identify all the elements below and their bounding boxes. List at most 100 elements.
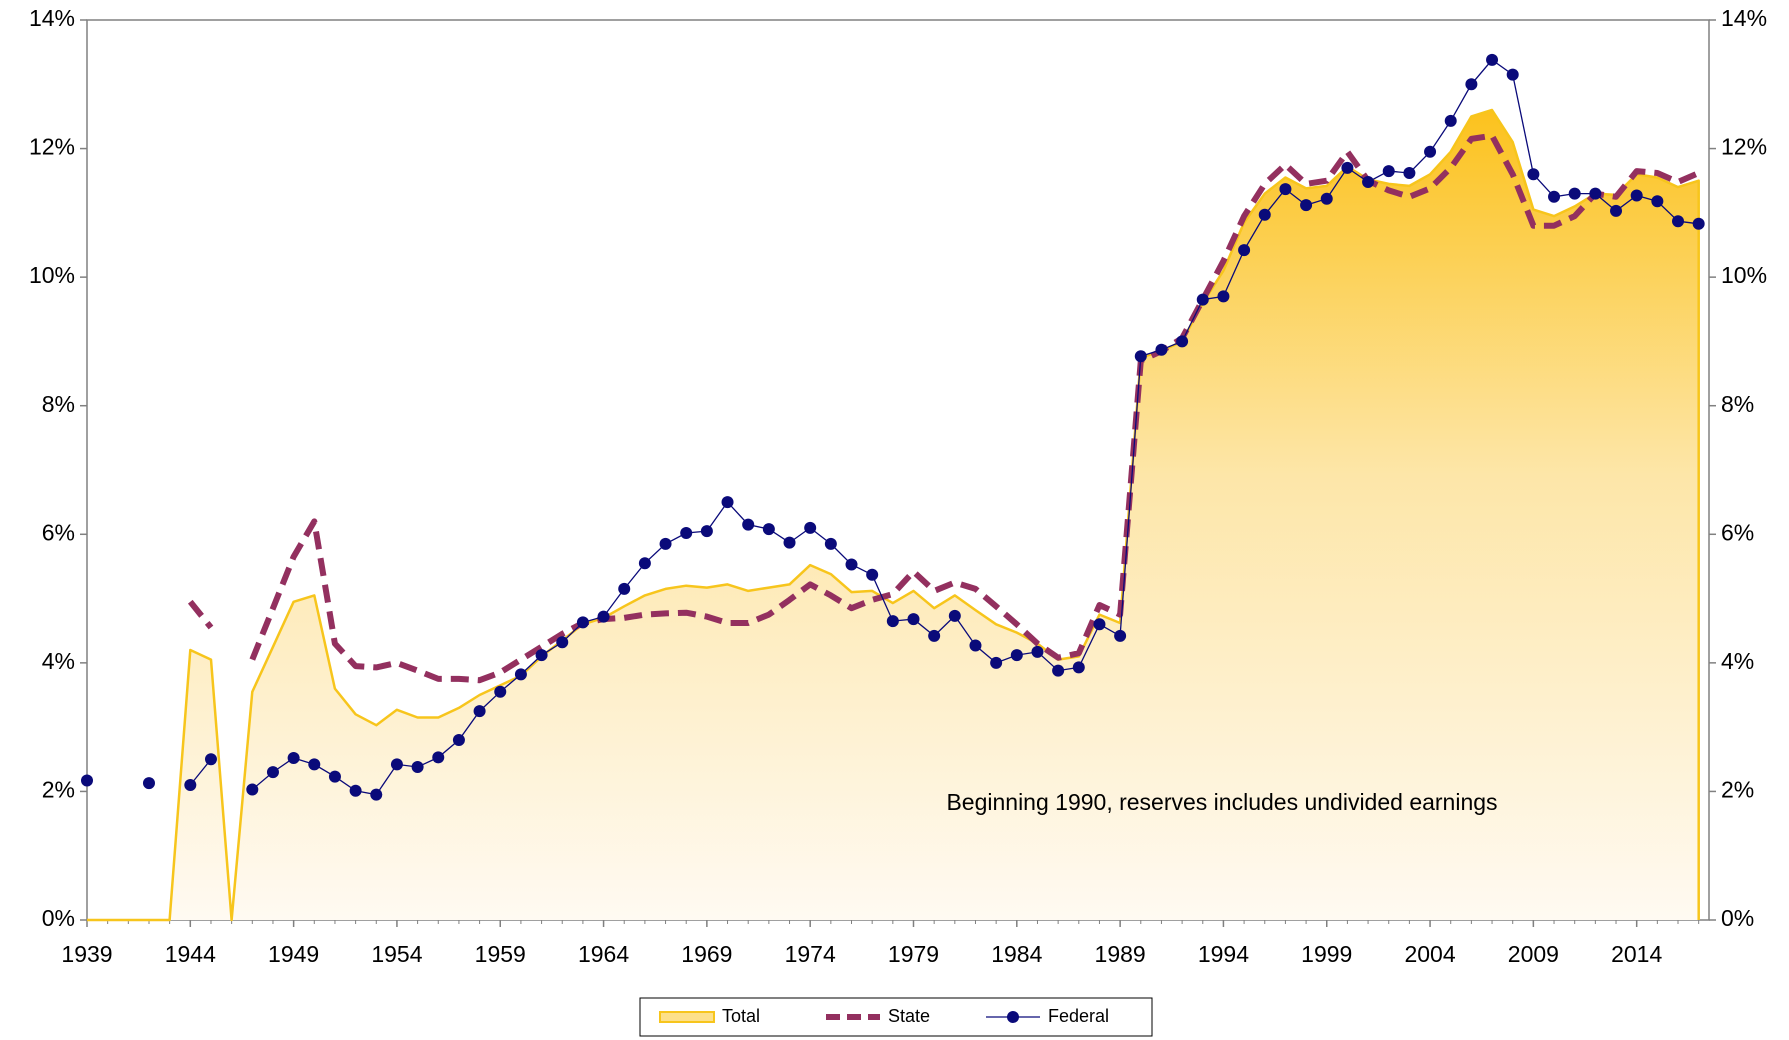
x-tick-label: 2014 bbox=[1611, 941, 1662, 967]
marker bbox=[266, 766, 279, 779]
marker bbox=[1238, 244, 1251, 257]
marker bbox=[142, 777, 155, 790]
y2-tick-label: 10% bbox=[1721, 262, 1767, 288]
marker bbox=[1155, 343, 1168, 356]
x-tick-label: 1969 bbox=[681, 941, 732, 967]
x-tick-label: 2009 bbox=[1508, 941, 1559, 967]
y2-tick-label: 0% bbox=[1721, 905, 1754, 931]
marker bbox=[659, 537, 672, 550]
marker bbox=[990, 656, 1003, 669]
marker bbox=[1279, 183, 1292, 196]
y-tick-label: 4% bbox=[42, 648, 75, 674]
marker bbox=[473, 705, 486, 718]
y-tick-label: 2% bbox=[42, 777, 75, 803]
marker bbox=[1072, 661, 1085, 674]
marker bbox=[680, 527, 693, 539]
line bbox=[249, 132, 1700, 684]
marker bbox=[287, 752, 300, 764]
y-tick-label: 10% bbox=[29, 262, 75, 288]
plot-area: 0% 2% 4% 6% 8% 10% 12% 14% 0% 2% 4% 6% 8% 10% 12% 14% 19… bbox=[29, 5, 1767, 967]
legend-swatch bbox=[659, 1011, 715, 1023]
x-tick-label: 1964 bbox=[578, 941, 629, 967]
marker bbox=[742, 518, 755, 531]
marker bbox=[1382, 165, 1395, 178]
x-tick-label: 1984 bbox=[991, 941, 1042, 967]
marker bbox=[1486, 53, 1499, 66]
marker bbox=[246, 783, 259, 796]
legend-label: Federal bbox=[1048, 1006, 1109, 1026]
marker bbox=[804, 521, 817, 534]
marker bbox=[1196, 293, 1209, 306]
marker bbox=[308, 758, 321, 771]
x-tick-label: 1939 bbox=[61, 941, 112, 967]
marker bbox=[866, 568, 879, 581]
marker bbox=[1589, 187, 1602, 200]
marker bbox=[576, 616, 589, 629]
marker bbox=[597, 610, 610, 623]
x-tick-label: 1959 bbox=[475, 941, 526, 967]
x-tick-label: 1949 bbox=[268, 941, 319, 967]
marker bbox=[700, 525, 713, 538]
marker bbox=[514, 668, 527, 681]
marker bbox=[452, 734, 465, 746]
marker bbox=[432, 751, 445, 764]
y2-tick-label: 14% bbox=[1721, 5, 1767, 31]
marker bbox=[1506, 68, 1519, 81]
marker bbox=[1258, 208, 1271, 221]
marker bbox=[1444, 114, 1457, 127]
marker bbox=[824, 537, 837, 550]
y2-tick-label: 8% bbox=[1721, 391, 1754, 417]
x-tick-label: 1994 bbox=[1198, 941, 1249, 967]
marker bbox=[1692, 217, 1705, 230]
area bbox=[87, 110, 1699, 920]
marker bbox=[721, 496, 734, 509]
annotation: Beginning 1990, reserves includes undivi… bbox=[946, 789, 1497, 815]
y-tick-label: 12% bbox=[29, 134, 75, 160]
marker bbox=[184, 779, 197, 791]
marker bbox=[886, 615, 899, 628]
marker bbox=[1568, 187, 1581, 200]
marker bbox=[1010, 649, 1023, 662]
marker bbox=[370, 788, 383, 801]
y-tick-label: 0% bbox=[42, 905, 75, 931]
marker bbox=[494, 685, 507, 698]
area-line bbox=[87, 108, 1700, 922]
marker bbox=[556, 636, 569, 649]
marker bbox=[535, 649, 548, 662]
marker bbox=[204, 753, 217, 766]
marker bbox=[762, 523, 775, 536]
marker bbox=[1465, 78, 1478, 91]
marker bbox=[1114, 629, 1127, 642]
legend-swatch bbox=[1007, 1011, 1019, 1023]
legend: Total State Federal bbox=[659, 1006, 1109, 1026]
marker bbox=[1031, 645, 1044, 658]
marker bbox=[1362, 176, 1375, 188]
marker bbox=[1093, 618, 1106, 631]
marker bbox=[948, 609, 961, 622]
marker bbox=[411, 761, 424, 773]
line bbox=[187, 599, 214, 630]
marker bbox=[1672, 215, 1685, 228]
y2-tick-label: 6% bbox=[1721, 519, 1754, 545]
marker bbox=[1134, 350, 1147, 363]
legend-box bbox=[639, 997, 1153, 1037]
y2-tick-label: 4% bbox=[1721, 648, 1754, 674]
y2-tick-label: 2% bbox=[1721, 777, 1754, 803]
marker bbox=[1424, 145, 1437, 158]
marker bbox=[618, 582, 631, 595]
y2-tick-label: 12% bbox=[1721, 134, 1767, 160]
x-tick-label: 2004 bbox=[1404, 941, 1455, 967]
x-tick-label: 1974 bbox=[785, 941, 836, 967]
marker bbox=[1341, 161, 1354, 174]
marker bbox=[328, 770, 341, 783]
marker bbox=[1217, 290, 1230, 303]
marker bbox=[1052, 664, 1065, 677]
marker bbox=[969, 639, 982, 652]
marker bbox=[81, 774, 93, 787]
marker bbox=[349, 784, 362, 797]
marker bbox=[1403, 167, 1416, 179]
marker bbox=[1176, 335, 1189, 348]
y-tick-label: 8% bbox=[42, 391, 75, 417]
marker bbox=[1527, 168, 1540, 181]
